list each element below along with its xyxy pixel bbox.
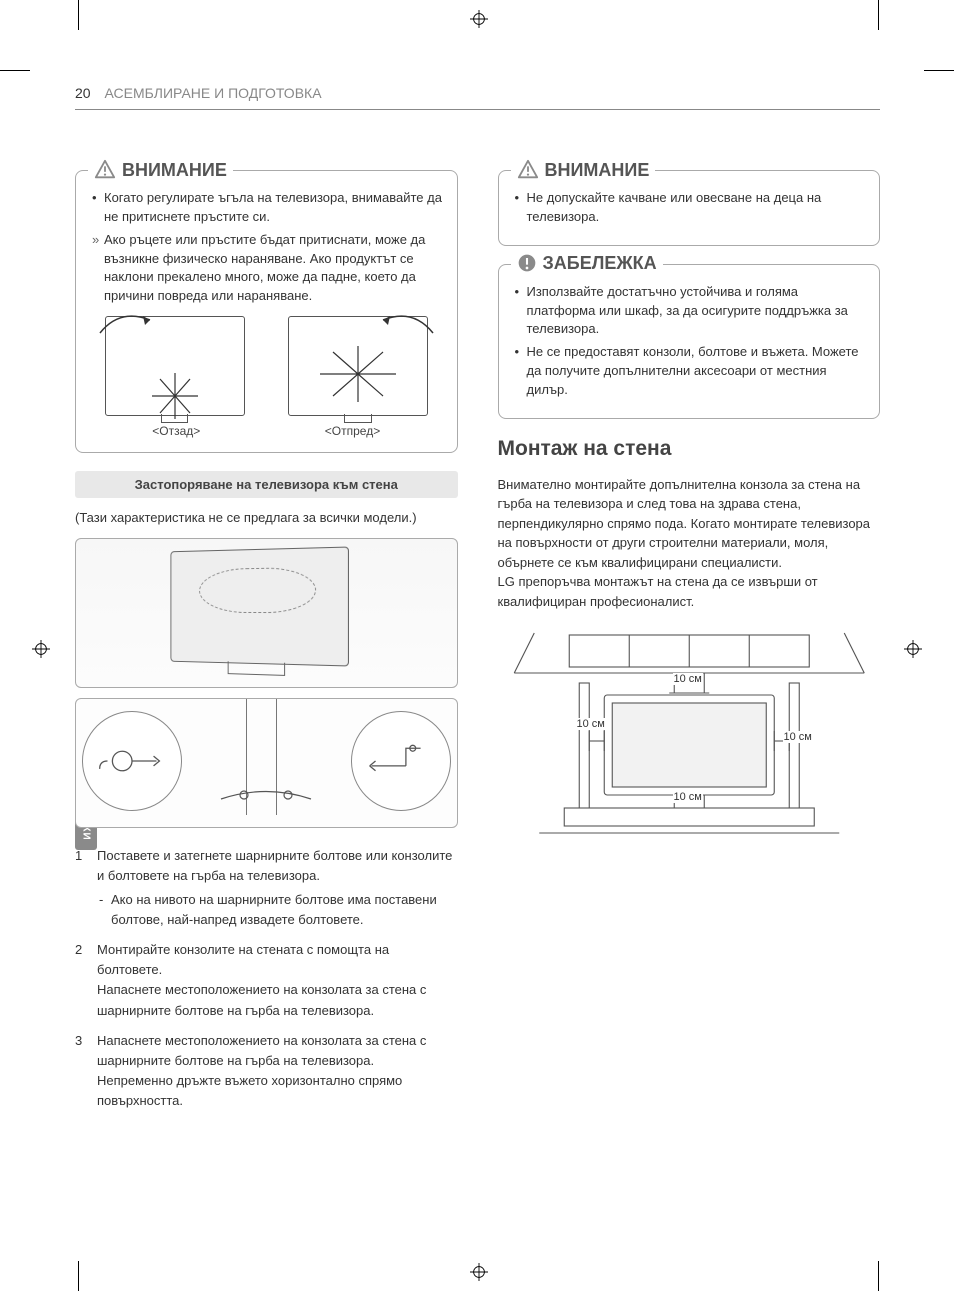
step-item: Напаснете местоположението на конзолата … — [75, 1031, 458, 1112]
caution-item: Не допускайте качване или овесване на де… — [513, 189, 866, 227]
page-header: 20 АСЕМБЛИРАНЕ И ПОДГОТОВКА — [75, 85, 880, 110]
wall-mount-body: Внимателно монтирайте допълнителна конзо… — [498, 475, 881, 612]
caution-triangle-icon — [94, 159, 116, 181]
wall-mount-diagram: 10 см 10 см 10 см 10 см — [498, 623, 881, 858]
registration-mark-icon — [904, 640, 922, 658]
caution-title: ВНИМАНИЕ — [122, 160, 227, 181]
left-column: ВНИМАНИЕ Когато регулирате ъгъла на теле… — [75, 170, 458, 1121]
caution-box-right: ВНИМАНИЕ Не допускайте качване или овесв… — [498, 170, 881, 246]
caution-title: ВНИМАНИЕ — [545, 160, 650, 181]
steps-list: Поставете и затегнете шарнирните болтове… — [75, 846, 458, 1112]
clearance-label-left: 10 см — [576, 718, 606, 730]
note-item: Не се предоставят конзоли, болтове и въж… — [513, 343, 866, 400]
clearance-label-top: 10 см — [673, 673, 703, 685]
caution-item: Когато регулирате ъгъла на телевизора, в… — [90, 189, 443, 227]
clearance-label-right: 10 см — [783, 731, 813, 743]
step-subitem: Ако на нивото на шарнирните болтове има … — [97, 890, 458, 930]
page-number: 20 — [75, 85, 91, 101]
clearance-label-bottom: 10 см — [673, 791, 703, 803]
wall-mount-heading: Монтаж на стена — [498, 437, 881, 461]
note-circle-icon — [517, 253, 537, 273]
note-title: ЗАБЕЛЕЖКА — [543, 253, 657, 274]
section-title: АСЕМБЛИРАНЕ И ПОДГОТОВКА — [104, 85, 321, 101]
right-column: ВНИМАНИЕ Не допускайте качване или овесв… — [498, 170, 881, 1121]
note-item: Използвайте достатъчно устойчива и голям… — [513, 283, 866, 340]
tv-angle-illustration — [90, 316, 443, 416]
bracket-diagram — [75, 698, 458, 828]
step-item: Монтирайте конзолите на стената с помощт… — [75, 940, 458, 1021]
secure-subheading: Застопоряване на телевизора към стена — [75, 471, 458, 498]
registration-mark-icon — [32, 640, 50, 658]
caution-box-left: ВНИМАНИЕ Когато регулирате ъгъла на теле… — [75, 170, 458, 453]
tv-label-back: <Отзад> — [152, 424, 200, 438]
secure-note: (Тази характеристика не се предлага за в… — [75, 508, 458, 528]
note-box: ЗАБЕЛЕЖКА Използвайте достатъчно устойчи… — [498, 264, 881, 419]
caution-triangle-icon — [517, 159, 539, 181]
tv-label-front: <Отпред> — [325, 424, 380, 438]
step-item: Поставете и затегнете шарнирните болтове… — [75, 846, 458, 931]
page: 20 АСЕМБЛИРАНЕ И ПОДГОТОВКА ВНИМАНИЕ Ког… — [75, 15, 880, 1275]
caution-item: Ако ръцете или пръстите бъдат притиснати… — [90, 231, 443, 306]
tv-rear-diagram — [75, 538, 458, 688]
